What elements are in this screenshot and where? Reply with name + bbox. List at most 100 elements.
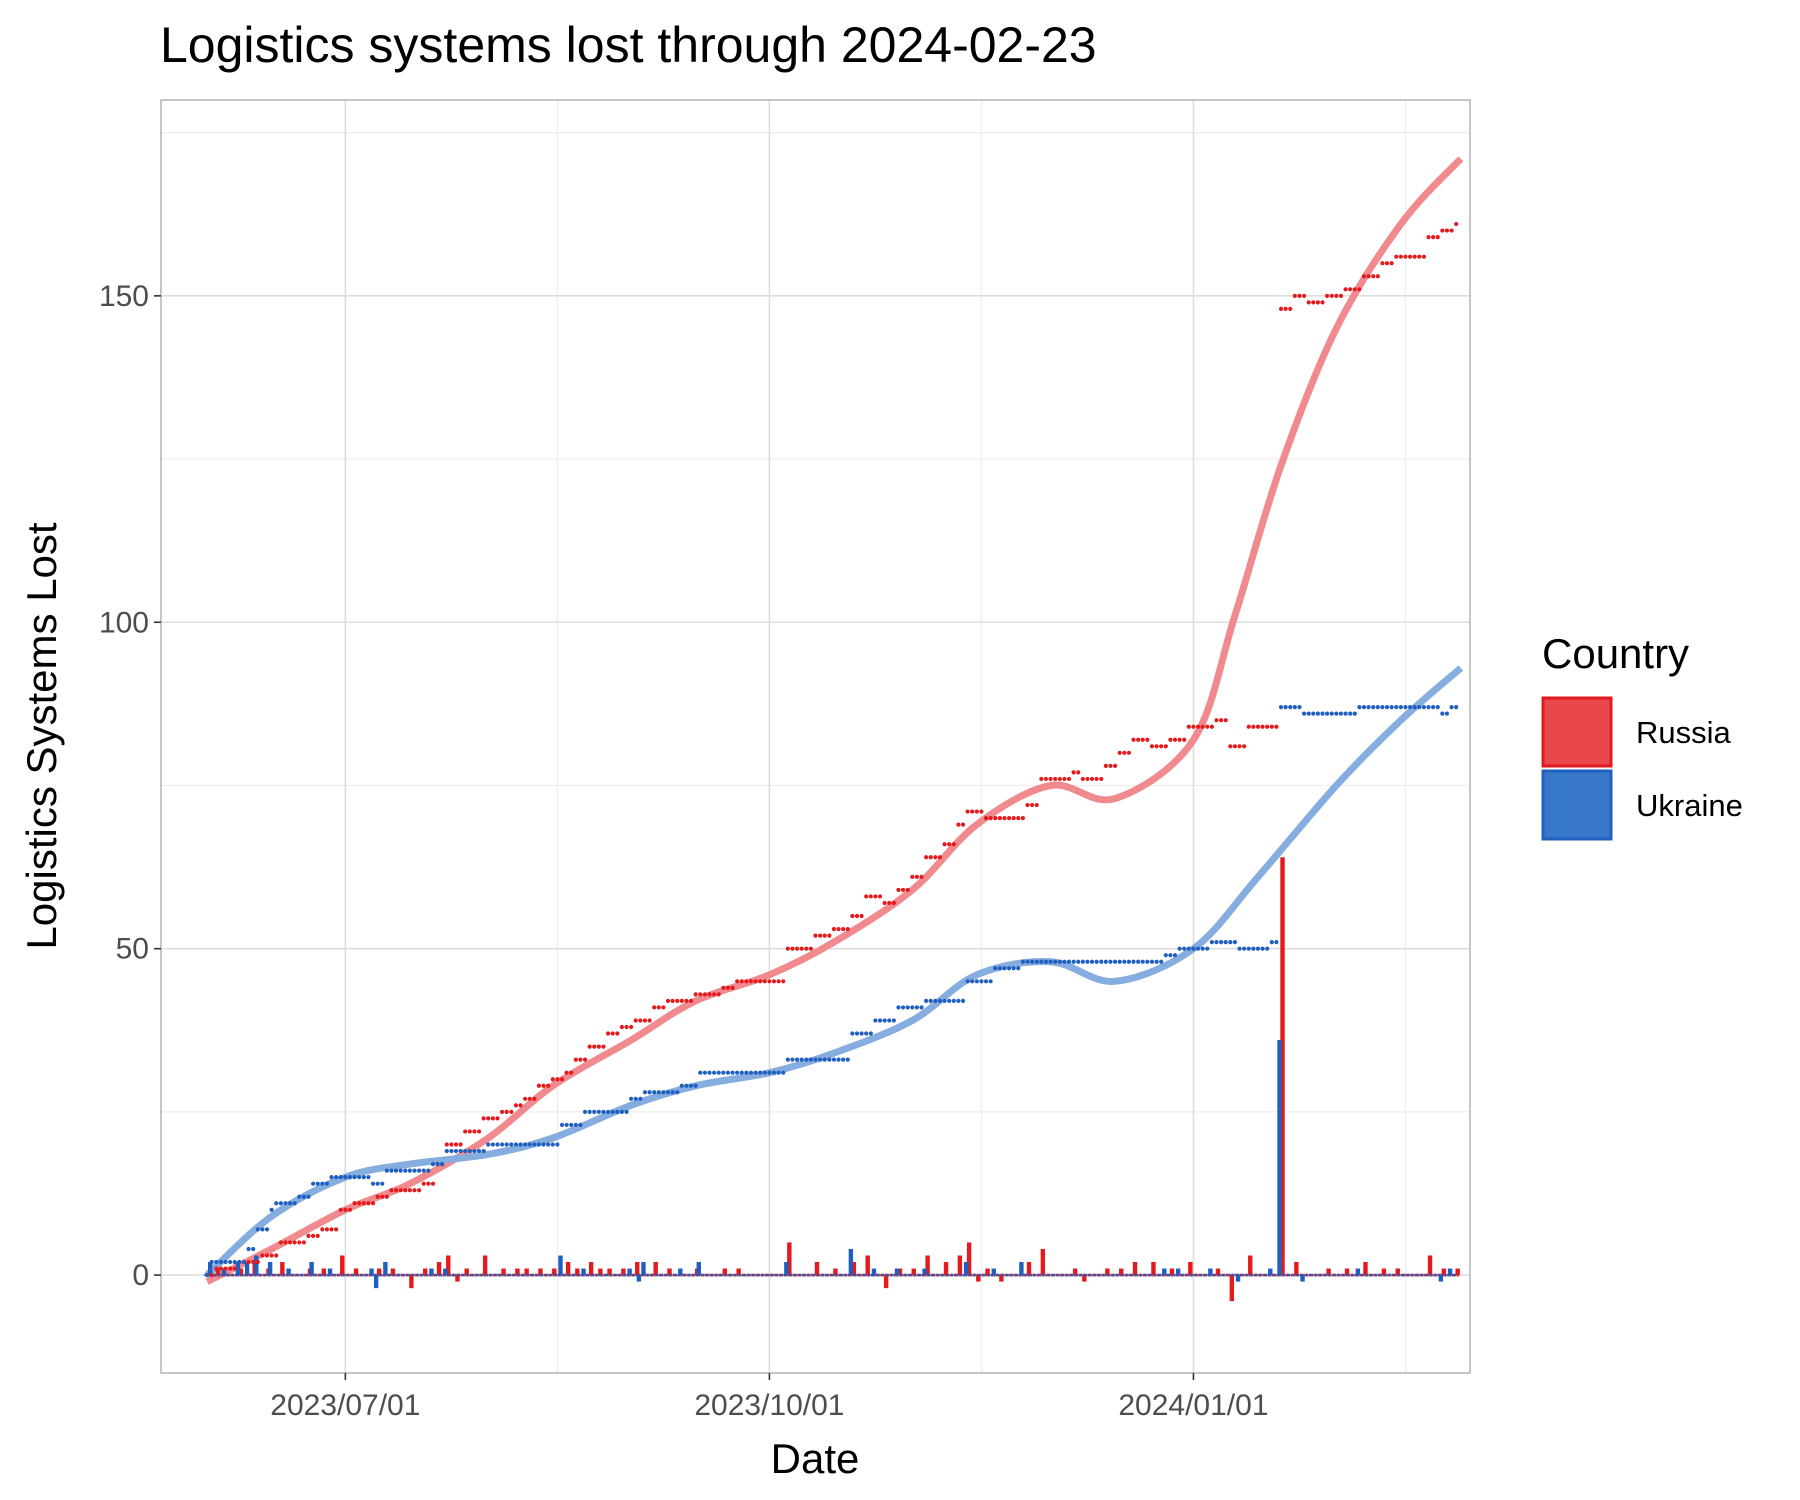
legend-label-russia: Russia [1636,715,1732,750]
baseline-point-russia [1165,1273,1169,1277]
baseline-point-ukraine [503,1273,507,1277]
baseline-point-russia [682,1273,685,1277]
baseline-point-russia [419,1273,422,1277]
cumulative-point-ukraine [619,1109,625,1114]
baseline-point-russia [728,1273,731,1277]
cumulative-point-ukraine [499,1142,505,1147]
baseline-point-ukraine [1365,1273,1369,1277]
cumulative-point-ukraine [822,1057,827,1062]
cumulative-point-ukraine [1426,705,1431,710]
daily-change-bar-russia [966,1242,972,1276]
cumulative-point-russia [1338,293,1344,298]
cumulative-point-russia [601,1044,606,1049]
cumulative-point-ukraine [449,1148,454,1154]
cumulative-point-ukraine [642,1090,648,1095]
cumulative-point-russia [827,933,832,938]
cumulative-point-ukraine [900,1005,906,1010]
cumulative-point-russia [762,979,767,984]
baseline-point-russia [497,1273,501,1277]
cumulative-point-russia [1255,724,1261,729]
cumulative-point-russia [1306,300,1311,305]
baseline-point-ukraine [1043,1273,1046,1277]
cumulative-point-russia [790,946,795,951]
daily-change-bar-russia [1215,1268,1221,1276]
cumulative-point-russia [421,1181,426,1186]
cumulative-point-ukraine [246,1246,251,1252]
baseline-point-russia [746,1273,750,1277]
cumulative-point-ukraine [1297,705,1302,710]
cumulative-point-ukraine [910,1005,915,1010]
baseline-point-russia [1115,1273,1118,1277]
baseline-point-ukraine [808,1273,811,1277]
daily-change-bar-ukraine [871,1268,877,1276]
baseline-point-russia [534,1273,538,1277]
cumulative-point-russia [748,979,754,984]
cumulative-point-russia [449,1142,454,1147]
baseline-point-ukraine [1038,1273,1042,1277]
baseline-point-ukraine [955,1273,959,1277]
cumulative-point-ukraine [398,1168,403,1173]
baseline-point-ukraine [1434,1273,1438,1277]
baseline-point-russia [1156,1273,1160,1277]
daily-change-bar-russia [538,1268,543,1276]
cumulative-point-ukraine [403,1168,408,1173]
cumulative-point-russia [910,874,915,879]
daily-change-bar-russia [1132,1262,1138,1276]
cumulative-point-russia [808,946,813,951]
baseline-point-ukraine [614,1273,618,1277]
cumulative-point-ukraine [509,1142,514,1147]
cumulative-point-ukraine [1214,940,1219,945]
cumulative-point-russia [1320,300,1325,305]
cumulative-point-ukraine [1219,940,1224,945]
cumulative-point-ukraine [914,1005,920,1010]
baseline-point-ukraine [702,1273,705,1277]
cumulative-point-russia [1053,776,1058,782]
baseline-point-russia [313,1273,316,1277]
x-axis: 2023/07/01 2023/10/01 2024/01/01 [270,1373,1269,1422]
baseline-point-ukraine [1033,1273,1037,1277]
cumulative-point-ukraine [1020,959,1026,964]
cumulative-point-russia [320,1227,325,1232]
baseline-point-ukraine [1181,1273,1185,1277]
cumulative-point-russia [1297,293,1302,298]
cumulative-point-russia [444,1142,449,1147]
cumulative-point-ukraine [578,1122,583,1128]
cumulative-point-ukraine [1089,959,1095,964]
cumulative-point-ukraine [486,1142,491,1147]
cumulative-point-ukraine [1131,959,1136,964]
cumulative-point-russia [605,1031,611,1036]
cumulative-point-ukraine [877,1018,883,1023]
baseline-point-ukraine [1255,1273,1258,1277]
cumulative-point-russia [1361,274,1367,279]
cumulative-point-russia [836,926,841,932]
daily-change-bar-russia [565,1262,571,1276]
baseline-point-ukraine [476,1273,479,1277]
cumulative-point-ukraine [421,1168,426,1173]
baseline-point-russia [1378,1273,1381,1277]
cumulative-point-russia [1205,724,1210,729]
cumulative-point-ukraine [1315,711,1320,716]
trend-line-ukraine [204,665,1464,1278]
cumulative-point-russia [1136,737,1141,742]
cumulative-point-russia [947,842,952,847]
baseline-point-russia [529,1273,533,1277]
daily-change-bar-russia [340,1255,345,1276]
baseline-point-ukraine [941,1273,945,1277]
baseline-point-ukraine [1121,1273,1125,1277]
baseline-point-ukraine [881,1273,885,1277]
cumulative-point-russia [679,998,684,1003]
cumulative-point-russia [887,900,892,906]
baseline-point-ukraine [425,1273,429,1277]
cumulative-point-russia [656,1005,661,1010]
cumulative-point-russia [1269,724,1274,729]
x-tick-label: 2023/10/01 [694,1389,844,1422]
cumulative-point-ukraine [1278,705,1284,710]
baseline-point-russia [1221,1273,1224,1277]
baseline-point-ukraine [526,1273,530,1277]
baseline-point-ukraine [439,1273,442,1277]
baseline-point-ukraine [342,1273,346,1277]
cumulative-point-ukraine [1191,946,1196,951]
cumulative-point-russia [661,1005,666,1010]
daily-change-bar-ukraine [286,1268,291,1276]
cumulative-point-ukraine [753,1070,758,1075]
